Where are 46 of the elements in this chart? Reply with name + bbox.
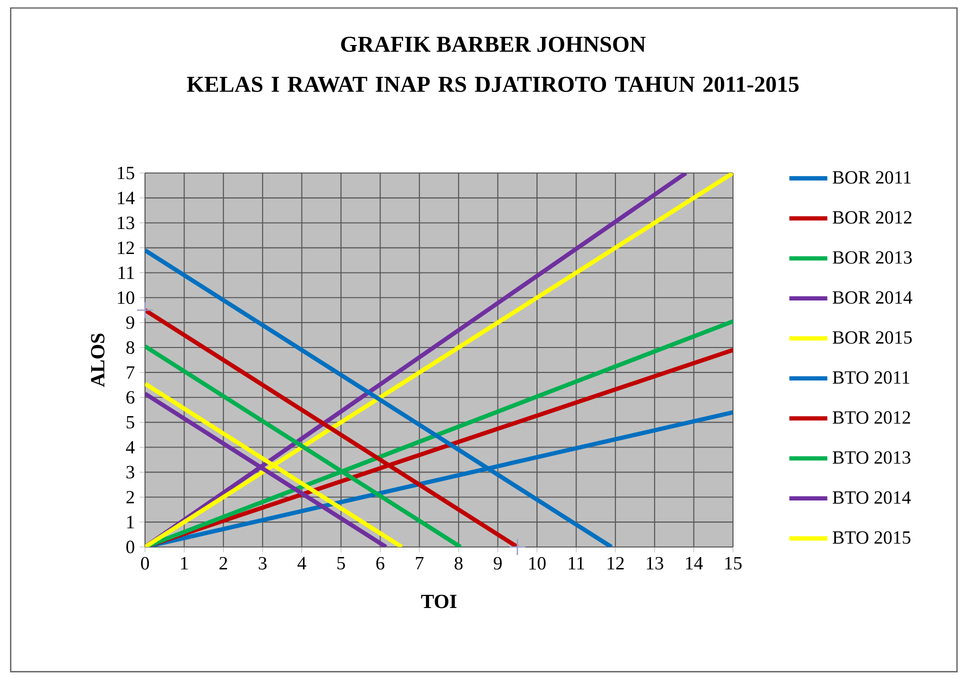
x-tick-label: 4 [297, 557, 306, 570]
legend-label: BTO 2013 [832, 451, 910, 464]
y-tick-label: 10 [118, 291, 134, 304]
x-tick-label: 1 [181, 557, 188, 570]
x-tick-label: 14 [686, 557, 703, 570]
y-tick-label: 9 [126, 316, 134, 329]
x-tick-label: 11 [568, 557, 584, 570]
y-tick-label: 15 [118, 166, 134, 180]
x-tick-label: 12 [608, 557, 624, 570]
y-tick-label: 0 [126, 540, 134, 554]
legend-label: BTO 2015 [832, 531, 910, 544]
y-tick-label: 5 [126, 416, 134, 429]
y-tick-label: 2 [126, 490, 134, 504]
legend-label: BOR 2013 [832, 251, 912, 264]
y-tick-label: 7 [126, 366, 134, 379]
x-tick-label: 2 [220, 557, 228, 570]
x-tick-label: 6 [376, 557, 384, 570]
y-tick-label: 3 [126, 466, 134, 478]
legend-label: BOR 2014 [832, 291, 912, 304]
y-tick-label: 1 [127, 516, 134, 528]
x-tick-label: 10 [529, 557, 546, 570]
chart-title: GRAFIK BARBER JOHNSON [341, 36, 646, 52]
x-tick-label: 13 [646, 557, 664, 570]
legend-label: BOR 2015 [832, 331, 912, 344]
legend-label: BTO 2012 [832, 411, 910, 424]
x-axis-title: TOI [421, 594, 456, 608]
x-tick-label: 0 [141, 557, 149, 570]
x-tick-label: 3 [258, 557, 267, 570]
y-tick-label: 14 [118, 192, 135, 204]
legend-label: BOR 2012 [832, 211, 912, 224]
x-tick-label: 15 [725, 557, 742, 570]
legend-label: BTO 2014 [832, 491, 911, 504]
x-tick-label: 7 [416, 557, 424, 570]
y-tick-label: 11 [118, 266, 134, 279]
y-tick-label: 8 [126, 341, 134, 354]
x-tick-label: 9 [494, 557, 502, 570]
y-tick-label: 4 [126, 441, 135, 454]
x-tick-label: 5 [337, 557, 345, 570]
legend-label: BTO 2011 [832, 371, 910, 384]
legend-label: BOR 2011 [832, 171, 911, 184]
y-tick-label: 13 [118, 216, 134, 230]
chart-subtitle: KELAS I RAWAT INAP RS DJATIROTO TAHUN 2011-2015 [186, 76, 799, 92]
y-axis-title: ALOS [91, 334, 104, 388]
x-tick-label: 8 [454, 557, 463, 570]
y-tick-label: 6 [126, 391, 134, 404]
y-tick-label: 12 [118, 242, 134, 254]
